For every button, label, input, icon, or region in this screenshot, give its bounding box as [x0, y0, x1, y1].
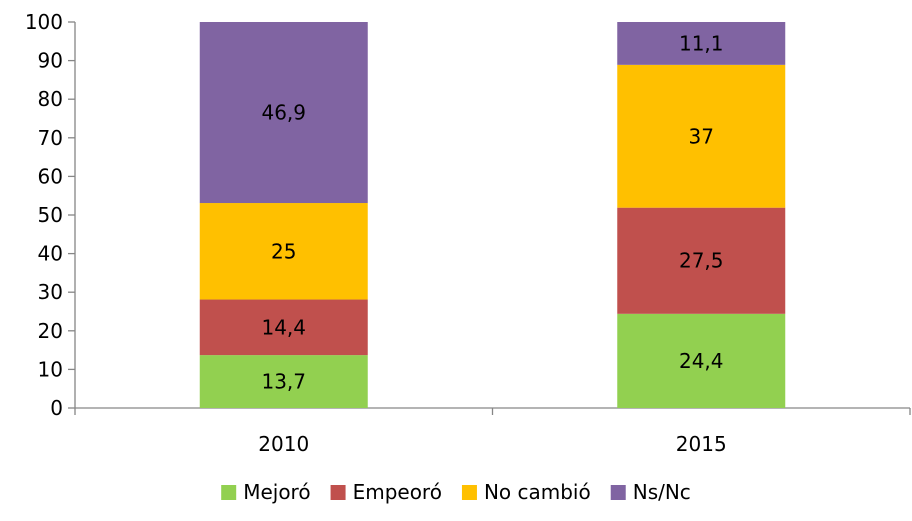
- data-label: 46,9: [261, 101, 306, 125]
- legend-label: Ns/Nc: [633, 480, 691, 504]
- bar-segment: [617, 207, 786, 314]
- y-tick-label: 10: [38, 357, 63, 381]
- y-tick-label: 30: [38, 280, 63, 304]
- data-label: 13,7: [261, 370, 306, 394]
- x-tick-label: 2015: [676, 432, 727, 456]
- legend-item: Mejoró: [221, 480, 311, 504]
- x-axis: 2010 2015: [74, 407, 911, 456]
- legend-label: Mejoró: [243, 480, 310, 504]
- data-label: 14,4: [261, 315, 306, 339]
- x-tick-label: 2010: [258, 432, 309, 456]
- legend-label: No cambió: [484, 480, 591, 504]
- legend-swatch: [461, 485, 477, 500]
- bar-segment: [617, 313, 786, 408]
- bar-segment: [199, 299, 368, 356]
- y-tick-label: 70: [38, 126, 63, 150]
- legend-item: Empeoró: [330, 480, 442, 504]
- legend-swatch: [610, 485, 626, 500]
- y-tick-label: 100: [25, 10, 63, 34]
- legend-swatch: [221, 485, 237, 500]
- data-label: 11,1: [679, 31, 724, 55]
- bar-segment: [617, 22, 786, 65]
- y-axis: 0 10 20 30 40 50 60 70 80 90 100: [25, 10, 76, 420]
- bar-segment: [199, 22, 368, 204]
- legend-label: Empeoró: [353, 480, 442, 504]
- y-tick-label: 90: [38, 49, 63, 73]
- bar-segment: [199, 355, 368, 408]
- y-tick-label: 20: [38, 319, 63, 343]
- y-tick-label: 60: [38, 164, 63, 188]
- bar-segment: [199, 203, 368, 300]
- legend-item: Ns/Nc: [610, 480, 691, 504]
- data-label: 27,5: [679, 249, 724, 273]
- y-tick-label: 0: [50, 396, 63, 420]
- y-tick-label: 80: [38, 87, 63, 111]
- legend-swatch: [330, 485, 346, 500]
- data-label: 25: [271, 239, 296, 263]
- legend: Mejoró Empeoró No cambió Ns/Nc: [221, 480, 691, 504]
- y-tick-label: 50: [38, 203, 63, 227]
- data-label: 24,4: [679, 349, 724, 373]
- bars: 13,7 14,4 25 46,9 24,4 27,5 37 11,1: [199, 22, 786, 408]
- bar-segment: [617, 64, 786, 208]
- legend-item: No cambió: [461, 480, 591, 504]
- data-label: 37: [689, 124, 714, 148]
- y-tick-label: 40: [38, 242, 63, 266]
